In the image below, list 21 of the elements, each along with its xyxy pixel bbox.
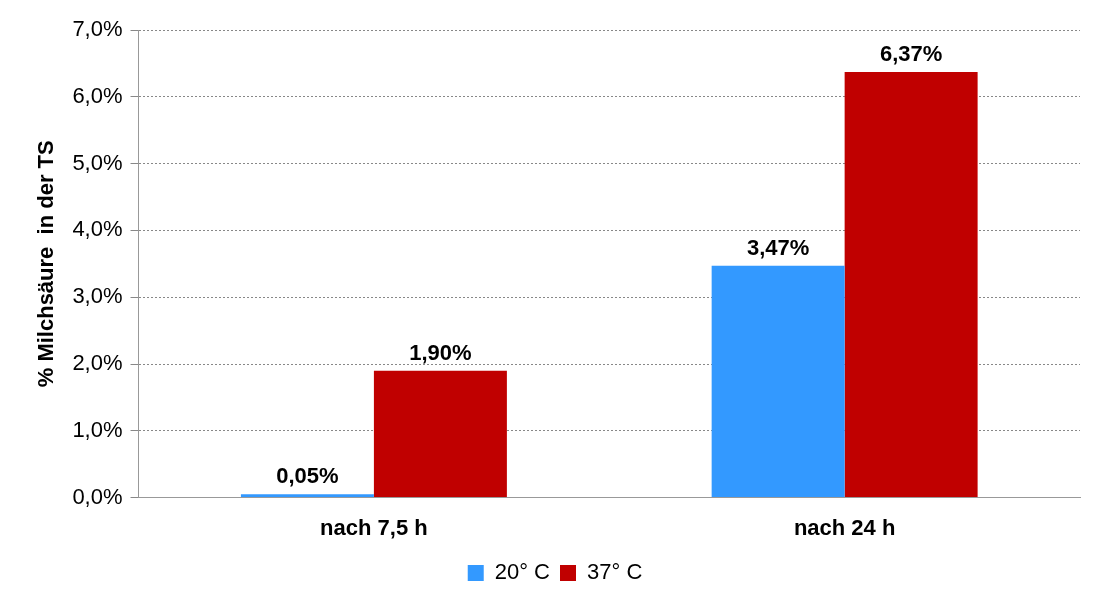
bar — [373, 370, 507, 498]
y-tick-label: 4,0% — [72, 216, 123, 242]
data-label: 1,90% — [409, 339, 472, 365]
y-tick-label: 0,0% — [72, 483, 123, 509]
y-tick-label: 1,0% — [72, 416, 123, 442]
data-label: 6,37% — [879, 41, 943, 67]
bar — [711, 265, 845, 498]
legend-label: 20° C — [494, 559, 551, 585]
y-tick-label: 2,0% — [72, 350, 123, 376]
bar — [240, 494, 374, 498]
y-tick-label: 5,0% — [72, 149, 123, 175]
x-tick-label: nach 24 h — [793, 514, 896, 540]
y-tick-label: 6,0% — [72, 82, 123, 108]
x-tick-label: nach 7,5 h — [320, 514, 428, 540]
bar — [844, 72, 978, 498]
y-axis-title: % Milchsäure in der TS — [33, 140, 59, 388]
data-label: 3,47% — [746, 234, 810, 260]
data-label: 0,05% — [276, 463, 339, 489]
legend-label: 37° C — [587, 559, 643, 585]
y-tick-label: 3,0% — [72, 283, 123, 309]
y-tick-label: 7,0% — [72, 16, 123, 42]
